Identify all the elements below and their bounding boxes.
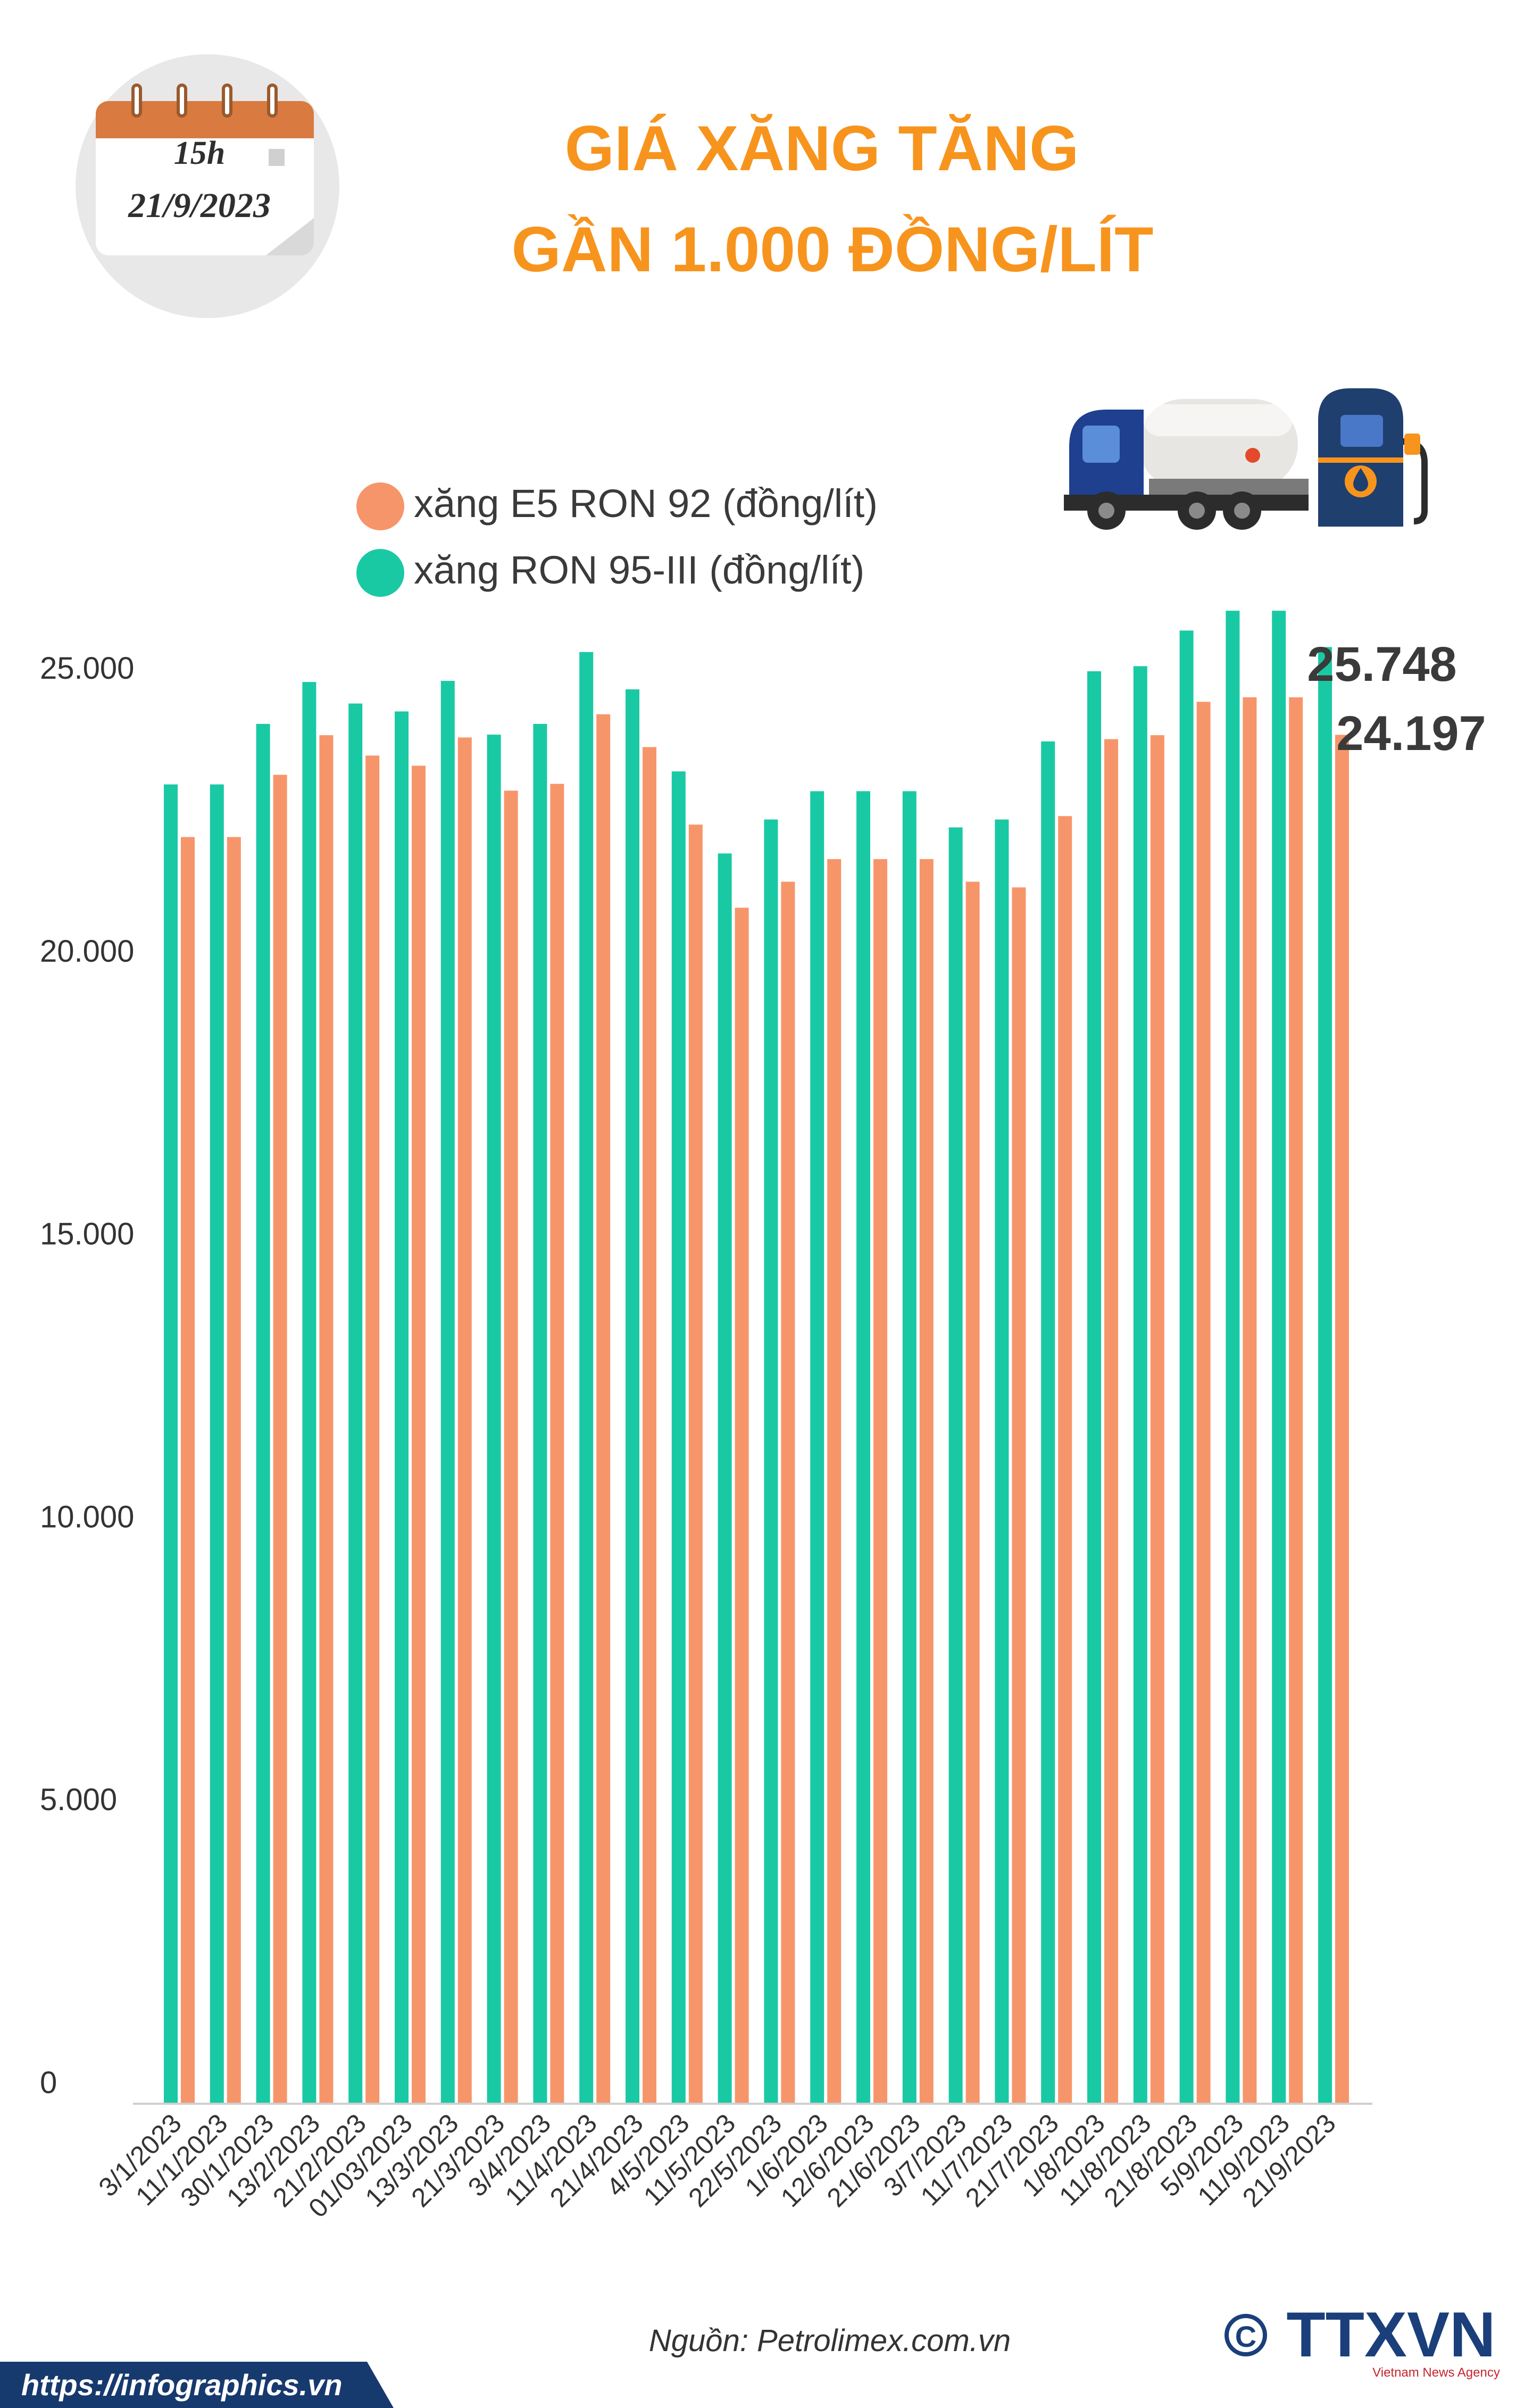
bar-ron95 — [210, 784, 224, 2104]
bar-ron95 — [487, 735, 501, 2104]
page-title-line1: GIÁ XĂNG TĂNG — [565, 113, 1079, 184]
value-label-e5-last: 24.197 — [1336, 706, 1486, 761]
footer-url: https://infographics.vn — [21, 2368, 343, 2402]
bar-ron95 — [1179, 630, 1194, 2104]
bar-ron95 — [395, 711, 409, 2104]
bar-ron95 — [764, 819, 778, 2104]
bar-e5 — [1243, 697, 1257, 2104]
bar-ron95 — [1133, 666, 1147, 2104]
bar-e5 — [965, 881, 980, 2104]
bar-ron95 — [902, 791, 917, 2104]
date-label: 21/9/2023 — [128, 186, 271, 225]
footer-bar — [0, 2362, 394, 2408]
bar-e5 — [596, 714, 611, 2104]
ttxvn-logo: C TTXVN Vietnam News Agency — [1225, 2299, 1500, 2380]
fuel-pump-icon — [1318, 388, 1428, 527]
bar-ron95 — [718, 853, 732, 2104]
logo-subtitle: Vietnam News Agency — [1372, 2365, 1500, 2380]
bar-ron95 — [1318, 647, 1332, 2104]
bar-ron95 — [164, 784, 178, 2104]
bar-e5 — [227, 837, 241, 2104]
bar-e5 — [181, 837, 195, 2104]
bar-e5 — [919, 859, 934, 2104]
y-tick-label: 5.000 — [40, 1782, 117, 1817]
bar-e5 — [1196, 702, 1211, 2104]
chart-legend: xăng E5 RON 92 (đồng/lít) xăng RON 95-II… — [356, 481, 878, 597]
bar-ron95 — [671, 771, 686, 2104]
legend-label-ron95: xăng RON 95-III (đồng/lít) — [414, 548, 864, 592]
legend-label-e5: xăng E5 RON 92 (đồng/lít) — [414, 481, 878, 526]
logo-text: TTXVN — [1286, 2299, 1495, 2370]
bar-ron95 — [348, 703, 363, 2104]
bar-ron95 — [579, 652, 594, 2104]
bar-e5 — [550, 784, 564, 2104]
page-title-line2: GẦN 1.000 ĐỒNG/LÍT — [512, 214, 1154, 285]
y-tick-label: 0 — [40, 2065, 57, 2100]
bar-e5 — [688, 824, 703, 2104]
bar-ron95 — [948, 827, 963, 2104]
bar-ron95 — [1087, 671, 1101, 2104]
bar-ron95 — [856, 791, 870, 2104]
x-axis: 3/1/202311/1/202330/1/202313/2/202321/2/… — [93, 2108, 1342, 2223]
tanker-truck-icon — [1064, 399, 1309, 530]
bar-e5 — [1289, 697, 1303, 2104]
calendar-icon: 15h 21/9/2023 — [76, 54, 339, 318]
bar-ron95 — [1041, 741, 1055, 2104]
bar-e5 — [1104, 739, 1118, 2104]
bar-e5 — [1012, 887, 1026, 2104]
bar-e5 — [781, 881, 795, 2104]
bar-ron95 — [1226, 611, 1240, 2104]
bar-e5 — [873, 859, 887, 2104]
bar-ron95 — [810, 791, 824, 2104]
bar-ron95 — [626, 689, 639, 2104]
value-label-ron95-last: 25.748 — [1307, 637, 1456, 691]
bar-ron95 — [256, 723, 270, 2104]
chart-bars — [164, 611, 1349, 2104]
legend-swatch-e5 — [356, 482, 404, 530]
bar-ron95 — [995, 819, 1009, 2104]
y-axis: 0 5.000 10.000 15.000 20.000 25.000 — [40, 651, 134, 2100]
source-note: Nguồn: Petrolimex.com.vn — [649, 2323, 1011, 2358]
y-tick-label: 25.000 — [40, 651, 134, 686]
bar-ron95 — [1272, 611, 1286, 2104]
bar-e5 — [504, 790, 518, 2104]
y-tick-label: 15.000 — [40, 1217, 134, 1252]
copyright-icon — [1225, 2314, 1267, 2356]
bar-ron95 — [302, 682, 316, 2104]
bar-ron95 — [533, 723, 547, 2104]
legend-swatch-ron95 — [356, 549, 404, 597]
time-label: 15h — [174, 135, 225, 171]
bar-e5 — [827, 859, 842, 2104]
bar-e5 — [735, 907, 749, 2104]
bar-e5 — [365, 755, 380, 2104]
bar-e5 — [1058, 816, 1072, 2104]
svg-text:C: C — [1235, 2320, 1256, 2353]
y-tick-label: 20.000 — [40, 934, 134, 969]
bar-e5 — [273, 774, 287, 2104]
bar-ron95 — [440, 681, 455, 2104]
bar-e5 — [643, 747, 656, 2104]
bar-e5 — [412, 765, 426, 2104]
bar-e5 — [457, 737, 472, 2104]
bar-e5 — [1150, 735, 1164, 2104]
y-tick-label: 10.000 — [40, 1499, 134, 1534]
bar-e5 — [319, 735, 334, 2104]
bar-e5 — [1335, 735, 1349, 2104]
